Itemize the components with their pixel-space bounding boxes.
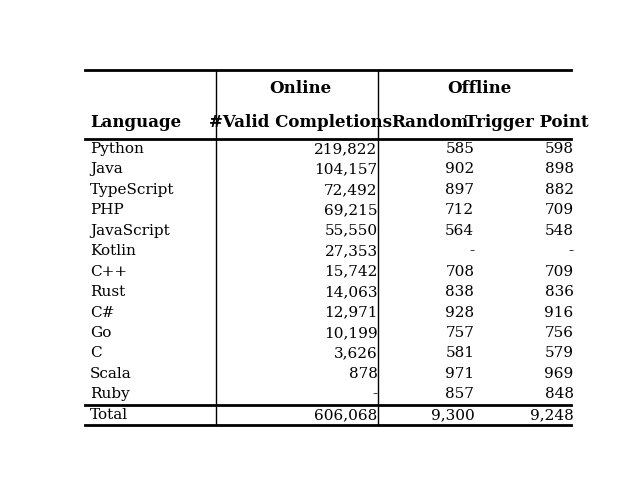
Text: 10,199: 10,199 bbox=[324, 326, 378, 340]
Text: 709: 709 bbox=[545, 265, 573, 278]
Text: 15,742: 15,742 bbox=[324, 265, 378, 278]
Text: 897: 897 bbox=[445, 183, 474, 197]
Text: Python: Python bbox=[90, 142, 144, 156]
Text: 838: 838 bbox=[445, 285, 474, 299]
Text: Trigger Point: Trigger Point bbox=[465, 114, 588, 131]
Text: 898: 898 bbox=[545, 162, 573, 176]
Text: 564: 564 bbox=[445, 224, 474, 238]
Text: 857: 857 bbox=[445, 387, 474, 401]
Text: TypeScript: TypeScript bbox=[90, 183, 175, 197]
Text: Offline: Offline bbox=[447, 80, 511, 97]
Text: C: C bbox=[90, 347, 102, 361]
Text: Language: Language bbox=[90, 114, 181, 131]
Text: 709: 709 bbox=[545, 203, 573, 217]
Text: 606,068: 606,068 bbox=[314, 408, 378, 422]
Text: 712: 712 bbox=[445, 203, 474, 217]
Text: 836: 836 bbox=[545, 285, 573, 299]
Text: 878: 878 bbox=[349, 367, 378, 381]
Text: Ruby: Ruby bbox=[90, 387, 130, 401]
Text: 3,626: 3,626 bbox=[334, 347, 378, 361]
Text: 14,063: 14,063 bbox=[324, 285, 378, 299]
Text: C#: C# bbox=[90, 306, 115, 320]
Text: 9,300: 9,300 bbox=[431, 408, 474, 422]
Text: JavaScript: JavaScript bbox=[90, 224, 170, 238]
Text: Go: Go bbox=[90, 326, 111, 340]
Text: 757: 757 bbox=[445, 326, 474, 340]
Text: 708: 708 bbox=[445, 265, 474, 278]
Text: Random: Random bbox=[391, 114, 468, 131]
Text: 585: 585 bbox=[445, 142, 474, 156]
Text: 579: 579 bbox=[545, 347, 573, 361]
Text: 928: 928 bbox=[445, 306, 474, 320]
Text: -: - bbox=[469, 244, 474, 258]
Text: 916: 916 bbox=[544, 306, 573, 320]
Text: 969: 969 bbox=[544, 367, 573, 381]
Text: 882: 882 bbox=[545, 183, 573, 197]
Text: Java: Java bbox=[90, 162, 123, 176]
Text: 69,215: 69,215 bbox=[324, 203, 378, 217]
Text: 12,971: 12,971 bbox=[324, 306, 378, 320]
Text: 598: 598 bbox=[545, 142, 573, 156]
Text: -: - bbox=[372, 387, 378, 401]
Text: 9,248: 9,248 bbox=[530, 408, 573, 422]
Text: 756: 756 bbox=[545, 326, 573, 340]
Text: Online: Online bbox=[269, 80, 332, 97]
Text: 902: 902 bbox=[445, 162, 474, 176]
Text: 219,822: 219,822 bbox=[314, 142, 378, 156]
Text: Rust: Rust bbox=[90, 285, 125, 299]
Text: 971: 971 bbox=[445, 367, 474, 381]
Text: 55,550: 55,550 bbox=[324, 224, 378, 238]
Text: 581: 581 bbox=[445, 347, 474, 361]
Text: 72,492: 72,492 bbox=[324, 183, 378, 197]
Text: Total: Total bbox=[90, 408, 128, 422]
Text: 104,157: 104,157 bbox=[314, 162, 378, 176]
Text: -: - bbox=[568, 244, 573, 258]
Text: 27,353: 27,353 bbox=[324, 244, 378, 258]
Text: Scala: Scala bbox=[90, 367, 132, 381]
Text: #Valid Completions: #Valid Completions bbox=[209, 114, 392, 131]
Text: Kotlin: Kotlin bbox=[90, 244, 136, 258]
Text: PHP: PHP bbox=[90, 203, 124, 217]
Text: C++: C++ bbox=[90, 265, 127, 278]
Text: 848: 848 bbox=[545, 387, 573, 401]
Text: 548: 548 bbox=[545, 224, 573, 238]
